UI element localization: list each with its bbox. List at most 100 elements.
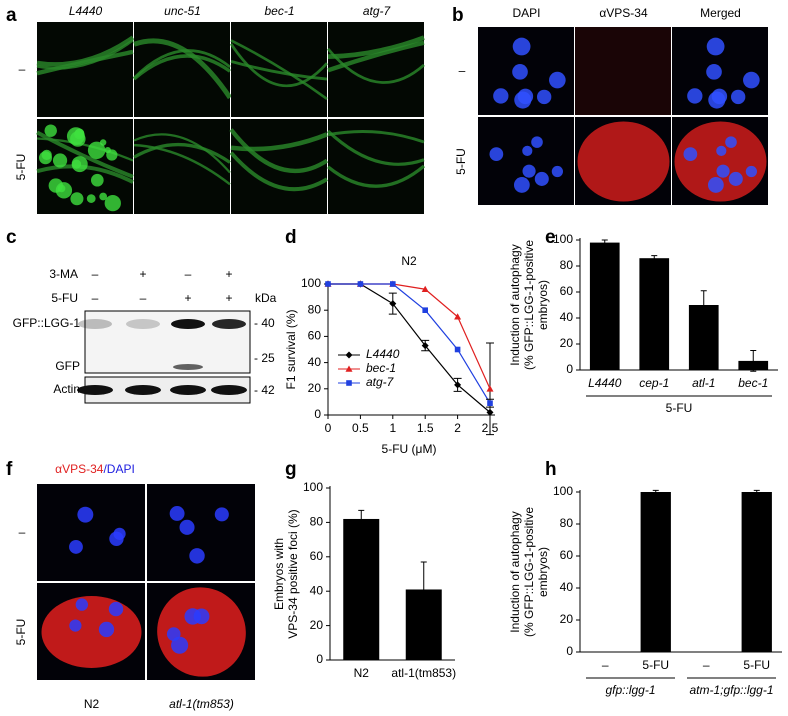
panel-letter: b <box>452 5 464 26</box>
nucleus <box>513 177 530 193</box>
autophagy-puncta <box>74 128 85 140</box>
worm-outline <box>230 59 328 81</box>
y-tick-label: 20 <box>560 336 574 350</box>
row-label: 5-FU <box>454 148 468 175</box>
y-tick-label: 20 <box>308 381 322 395</box>
legend-marker <box>345 365 353 372</box>
treatment-sign: + <box>225 267 232 281</box>
marker-label: - 40 <box>254 316 275 330</box>
x-tick-label: 1.5 <box>417 421 434 435</box>
x-tick-label: 0.5 <box>352 421 369 435</box>
y-axis-label: Embryos with <box>272 538 286 610</box>
x-tick-label: – <box>602 658 609 672</box>
x-tick-label: 5-FU <box>642 658 669 672</box>
blot-band <box>170 385 206 395</box>
treatment-sign: + <box>184 291 191 305</box>
worm-outline <box>36 130 134 179</box>
band-label: GFP::LGG-1 <box>13 316 81 330</box>
error-bar <box>700 290 707 320</box>
nucleus <box>512 64 528 80</box>
column-label: atl-1(tm853) <box>169 697 234 711</box>
nucleus <box>531 136 543 148</box>
row-label: – <box>19 525 26 539</box>
bar <box>639 258 670 370</box>
micrograph <box>328 22 424 117</box>
error-bar <box>420 561 427 618</box>
embryo <box>41 596 142 668</box>
panel-letter: h <box>545 459 557 480</box>
treatment-sign: – <box>92 267 99 281</box>
worm-outline <box>229 151 329 192</box>
y-tick-label: 80 <box>560 516 574 530</box>
y-tick-label: 20 <box>310 618 324 632</box>
y-tick-label: 60 <box>560 548 574 562</box>
embryo <box>674 121 767 202</box>
column-label: DAPI <box>512 6 540 20</box>
y-tick-label: 80 <box>560 258 574 272</box>
micrograph <box>134 119 230 214</box>
worm-outline <box>133 38 233 100</box>
micrograph <box>134 22 230 117</box>
autophagy-puncta <box>99 192 108 201</box>
row-label: 3-MA <box>49 267 78 281</box>
nucleus <box>534 171 549 186</box>
treatment-sign: + <box>225 291 232 305</box>
x-axis-label: 5-FU (μM) <box>382 442 437 456</box>
panel-title: αVPS-34/DAPI <box>55 462 135 476</box>
treatment-sign: + <box>139 267 146 281</box>
panel-letter: e <box>545 227 556 248</box>
worm-outline <box>326 164 426 188</box>
nucleus <box>493 88 509 104</box>
error-bar <box>358 509 365 529</box>
micrograph <box>231 22 327 117</box>
title-part: /DAPI <box>103 462 134 476</box>
y-tick-label: 100 <box>303 480 323 494</box>
nucleus <box>108 601 124 617</box>
blot-band <box>126 319 160 329</box>
y-axis-label: (% GFP::LGG-1-positive <box>522 240 536 370</box>
y-axis-label: VPS-34 positive foci (%) <box>286 509 300 638</box>
autophagy-puncta <box>44 124 57 137</box>
error-bar <box>753 489 760 495</box>
y-tick-label: 100 <box>553 484 573 498</box>
worm-outline <box>132 54 232 81</box>
y-tick-label: 40 <box>560 310 574 324</box>
panel-letter: a <box>6 5 17 26</box>
group-label: gfp::lgg-1 <box>605 683 655 697</box>
autophagy-puncta <box>38 151 53 165</box>
nucleus <box>109 531 124 546</box>
series-line <box>328 283 491 390</box>
point <box>421 285 429 293</box>
x-tick-label: 5-FU <box>743 658 770 672</box>
point <box>454 346 461 353</box>
y-tick-label: 80 <box>308 302 322 316</box>
worm-outline <box>36 49 134 76</box>
nucleus <box>171 636 189 654</box>
column-label: bec-1 <box>264 4 294 18</box>
x-tick-label: bec-1 <box>738 376 768 390</box>
autophagy-puncta <box>87 141 106 160</box>
legend-label: L4440 <box>366 347 400 361</box>
y-axis-label: Induction of autophagy <box>508 511 522 632</box>
legend-label: bec-1 <box>366 361 396 375</box>
worm-outline <box>230 132 328 152</box>
embryo <box>577 121 670 202</box>
nucleus <box>69 539 83 554</box>
worm-outline <box>133 142 231 164</box>
point <box>357 281 364 287</box>
nucleus <box>214 507 229 522</box>
y-axis-label: Induction of autophagy <box>508 244 522 365</box>
column-label: unc-51 <box>164 4 201 18</box>
nucleus <box>716 145 727 156</box>
error-bar <box>652 489 659 495</box>
treatment-sign: – <box>185 267 192 281</box>
nucleus <box>687 88 703 104</box>
micrograph <box>328 119 424 214</box>
worm-outline <box>327 130 425 144</box>
row-label: – <box>19 62 26 76</box>
nucleus <box>166 627 181 641</box>
point <box>325 281 331 287</box>
y-axis-label: embryos) <box>536 547 550 597</box>
y-tick-label: 40 <box>310 583 324 597</box>
